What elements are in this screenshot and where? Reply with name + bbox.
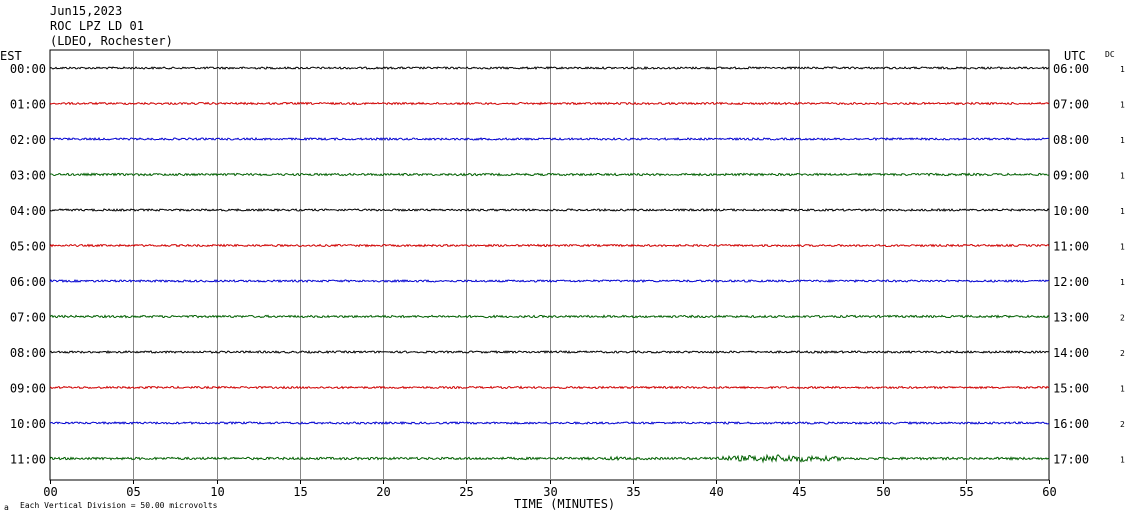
utc-label-1600: 16:00 (1053, 417, 1089, 431)
trace-rows (49, 65, 1050, 464)
est-label-1000: 10:00 (10, 417, 46, 431)
x-tick-label-40: 40 (709, 485, 723, 499)
utc-label-0700: 07:00 (1053, 98, 1089, 112)
trace-0000 (49, 65, 1050, 70)
trace-0900 (49, 385, 1050, 390)
scale-note: Each Vertical Division = 50.00 microvolt… (20, 501, 218, 510)
utc-label-0600: 06:00 (1053, 62, 1089, 76)
x-tick-label-35: 35 (626, 485, 640, 499)
trace-0600 (49, 279, 1050, 283)
trace-0300 (49, 172, 1050, 177)
est-label-0300: 03:00 (10, 169, 46, 183)
utc-label-1700: 17:00 (1053, 453, 1089, 467)
header-network: (LDEO, Rochester) (50, 34, 173, 48)
dc-value-9: 1 (1120, 385, 1125, 394)
dc-value-3: 1 (1120, 172, 1125, 181)
header-date: Jun15,2023 (50, 4, 123, 18)
trace-0700 (49, 314, 1050, 319)
est-label-0000: 00:00 (10, 62, 46, 76)
utc-label-0900: 09:00 (1053, 169, 1089, 183)
est-label-0500: 05:00 (10, 240, 46, 254)
x-tick-label-00: 00 (43, 485, 57, 499)
right-timezone-label: UTC (1064, 49, 1086, 63)
row-labels: 00:00 06:00 1 01:00 07:00 1 02:00 08:00 1 03:00 09… (10, 62, 1125, 467)
dc-value-0: 1 (1120, 65, 1125, 74)
left-timezone-label: EST (0, 49, 22, 63)
grid-lines (49, 49, 1050, 481)
utc-label-0800: 08:00 (1053, 133, 1089, 147)
header-station: ROC LPZ LD 01 (50, 19, 144, 33)
dc-value-4: 1 (1120, 207, 1125, 216)
dc-value-2: 1 (1120, 136, 1125, 145)
est-label-0100: 01:00 (10, 98, 46, 112)
dc-value-1: 1 (1120, 101, 1125, 110)
x-tick-label-45: 45 (792, 485, 806, 499)
x-tick-label-30: 30 (543, 485, 557, 499)
x-tick-label-20: 20 (376, 485, 390, 499)
dc-value-5: 1 (1120, 243, 1125, 252)
dc-value-10: 2 (1120, 420, 1125, 429)
x-tick-label-50: 50 (876, 485, 890, 499)
dc-value-7: 2 (1120, 314, 1125, 323)
corner-mark: a (4, 503, 9, 512)
est-label-0900: 09:00 (10, 382, 46, 396)
x-axis-title: TIME (MINUTES) (514, 497, 615, 511)
trace-0800 (49, 349, 1050, 354)
est-label-0600: 06:00 (10, 275, 46, 289)
utc-label-1300: 13:00 (1053, 311, 1089, 325)
est-label-0800: 08:00 (10, 346, 46, 360)
utc-label-1000: 10:00 (1053, 204, 1089, 218)
x-tick-label-60: 60 (1042, 485, 1056, 499)
dc-value-8: 2 (1120, 349, 1125, 358)
est-label-0200: 02:00 (10, 133, 46, 147)
utc-label-1500: 15:00 (1053, 382, 1089, 396)
dc-header-label: DC (1105, 50, 1115, 59)
x-tick-label-15: 15 (293, 485, 307, 499)
est-label-1100: 11:00 (10, 453, 46, 467)
utc-label-1100: 11:00 (1053, 240, 1089, 254)
trace-0400 (49, 207, 1050, 213)
trace-0100 (49, 101, 1050, 106)
trace-0200 (49, 137, 1050, 142)
trace-1100 (49, 453, 1050, 464)
x-tick-label-10: 10 (210, 485, 224, 499)
dc-value-11: 1 (1120, 456, 1125, 465)
est-label-0700: 07:00 (10, 311, 46, 325)
plot-frame (49, 49, 1050, 481)
x-tick-label-55: 55 (959, 485, 973, 499)
utc-label-1200: 12:00 (1053, 275, 1089, 289)
dc-value-6: 1 (1120, 278, 1125, 287)
x-tick-label-25: 25 (459, 485, 473, 499)
est-label-0400: 04:00 (10, 204, 46, 218)
trace-0500 (49, 243, 1050, 248)
utc-label-1400: 14:00 (1053, 346, 1089, 360)
trace-1000 (49, 420, 1050, 426)
x-axis: 00 05 10 15 20 25 30 35 40 45 50 55 60 (43, 480, 1057, 499)
x-tick-label-05: 05 (126, 485, 140, 499)
